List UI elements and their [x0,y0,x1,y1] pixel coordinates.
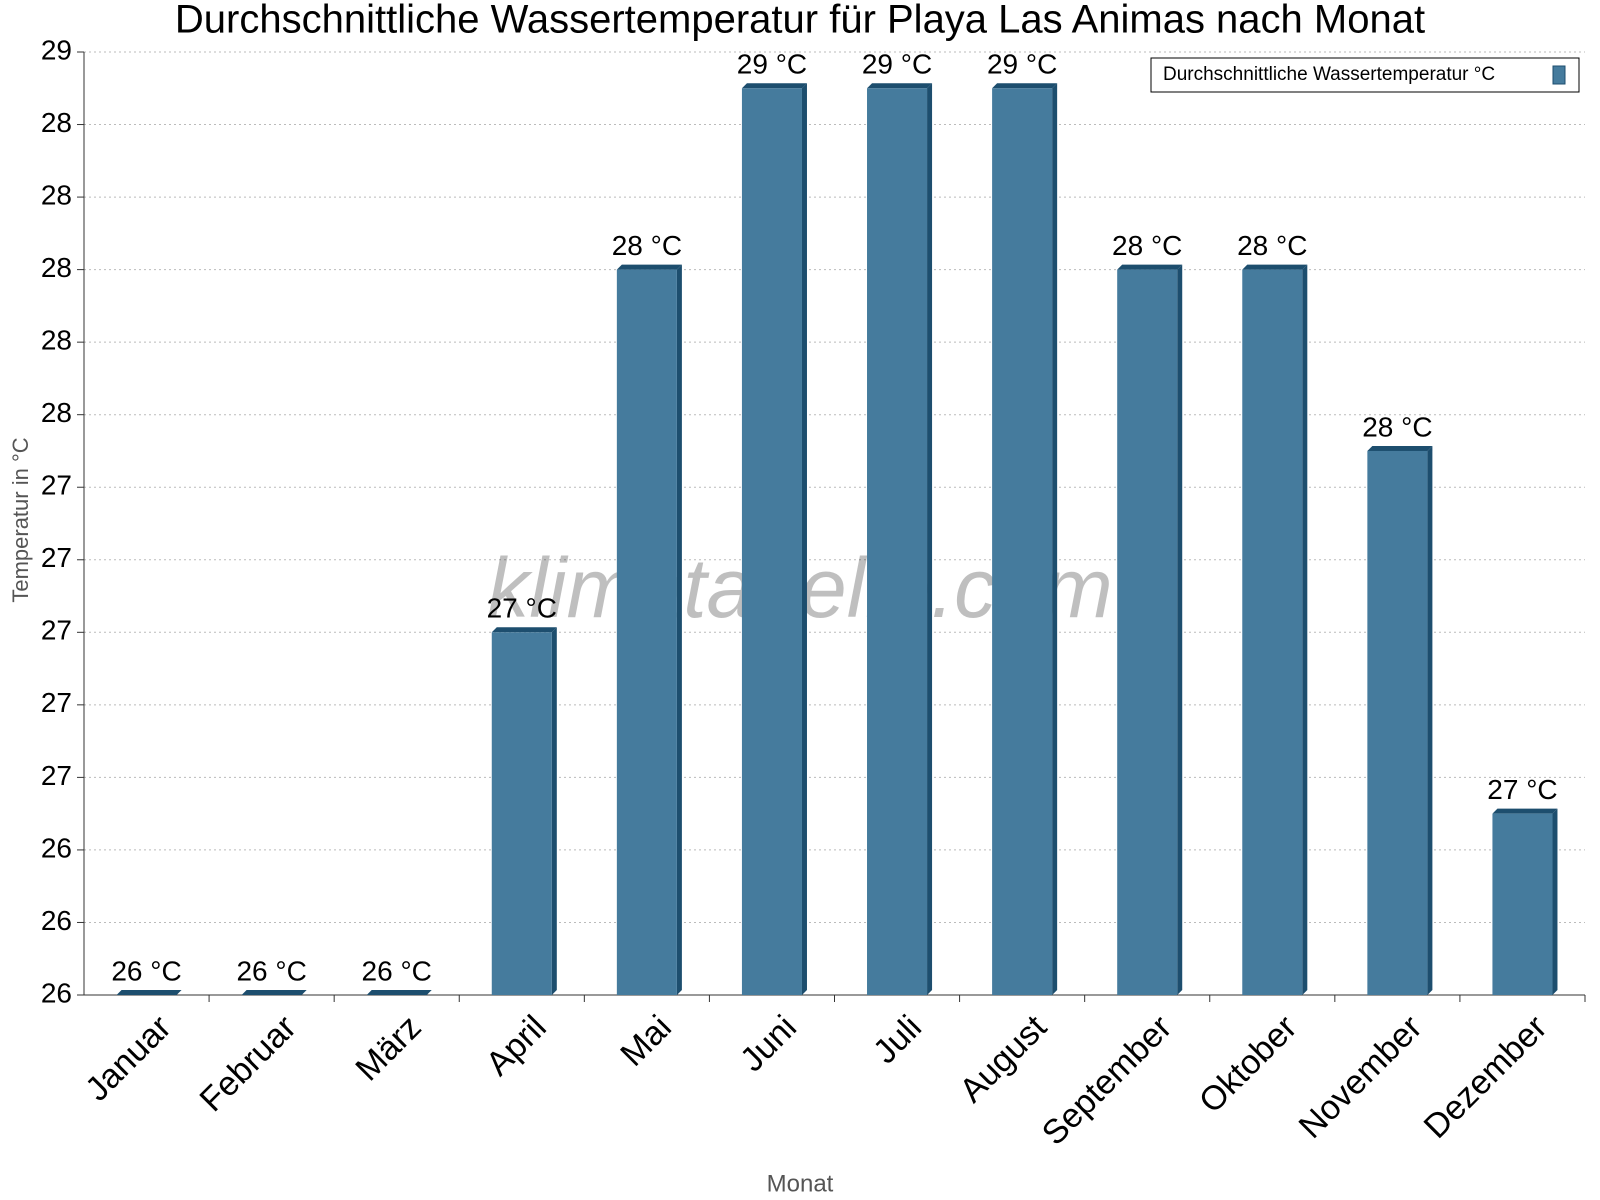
y-tick-label: 28 [41,252,72,283]
legend-swatch [1552,65,1566,85]
bar-top [241,990,307,995]
data-label: 28 °C [1237,230,1307,261]
x-axis-label: Monat [767,1170,834,1197]
x-tick-label: Januar [78,1008,178,1108]
bar-top [1367,445,1433,451]
y-tick-label: 28 [41,397,72,428]
y-tick-label: 27 [41,542,72,573]
bar-top [1242,264,1308,270]
x-tick-label: Oktober [1192,1008,1304,1120]
bar [867,88,928,996]
bar [741,88,802,996]
bar-top [116,990,182,995]
x-tick-label: Juli [866,1008,929,1071]
chart-title: Durchschnittliche Wassertemperatur für P… [175,0,1425,42]
bar-top [992,83,1058,89]
x-tick-label: April [479,1008,554,1083]
legend-box [1150,57,1580,93]
bar-top [867,83,933,89]
y-tick-label: 27 [41,470,72,501]
x-tick-label: Dezember [1417,1008,1555,1146]
bar-side [927,83,933,996]
y-tick-label: 26 [41,905,72,936]
bar-top [366,990,432,995]
x-tick-label: Juni [733,1008,804,1079]
y-tick-label: 27 [41,760,72,791]
bar [1117,269,1178,996]
data-label: 28 °C [1362,411,1432,442]
y-tick-label: 28 [41,325,72,356]
bar-side [801,83,807,996]
data-label: 26 °C [111,955,181,986]
x-tick-label: November [1292,1008,1430,1146]
y-tick-label: 27 [41,687,72,718]
bar-side [1177,264,1183,996]
bar-side [1427,445,1433,995]
y-tick-label: 29 [41,34,72,65]
y-tick-label: 28 [41,179,72,210]
data-label: 26 °C [236,955,306,986]
x-tick-label: Mai [613,1008,679,1074]
bar-top [491,627,557,633]
data-label: 29 °C [862,49,932,80]
bar-side [676,264,682,996]
bar [491,632,552,995]
bar-top [616,264,682,270]
data-label: 29 °C [737,49,807,80]
legend-label: Durchschnittliche Wassertemperatur °C [1163,64,1495,85]
bar-side [551,627,557,995]
y-tick-label: 27 [41,615,72,646]
data-label: 29 °C [987,49,1057,80]
bar-top [741,83,807,89]
y-tick-label: 26 [41,832,72,863]
x-tick-label: März [348,1008,428,1088]
y-tick-label: 26 [41,977,72,1008]
data-label: 27 °C [487,593,557,624]
bar [1242,269,1303,996]
data-label: 27 °C [1487,774,1557,805]
y-axis-label: Temperatur in °C [8,437,33,602]
bar [1367,450,1428,995]
bar [1492,813,1553,995]
y-tick-label: 28 [41,107,72,138]
data-label: 28 °C [612,230,682,261]
bar [616,269,677,996]
bar-side [1302,264,1308,996]
data-label: 26 °C [362,955,432,986]
bar-top [1492,808,1558,814]
data-label: 28 °C [1112,230,1182,261]
x-tick-label: September [1035,1008,1179,1152]
bar-top [1117,264,1183,270]
bar-side [1552,808,1558,995]
bar-side [1052,83,1058,996]
x-tick-label: Februar [193,1008,304,1119]
bar [992,88,1053,996]
x-tick-label: August [952,1008,1054,1110]
